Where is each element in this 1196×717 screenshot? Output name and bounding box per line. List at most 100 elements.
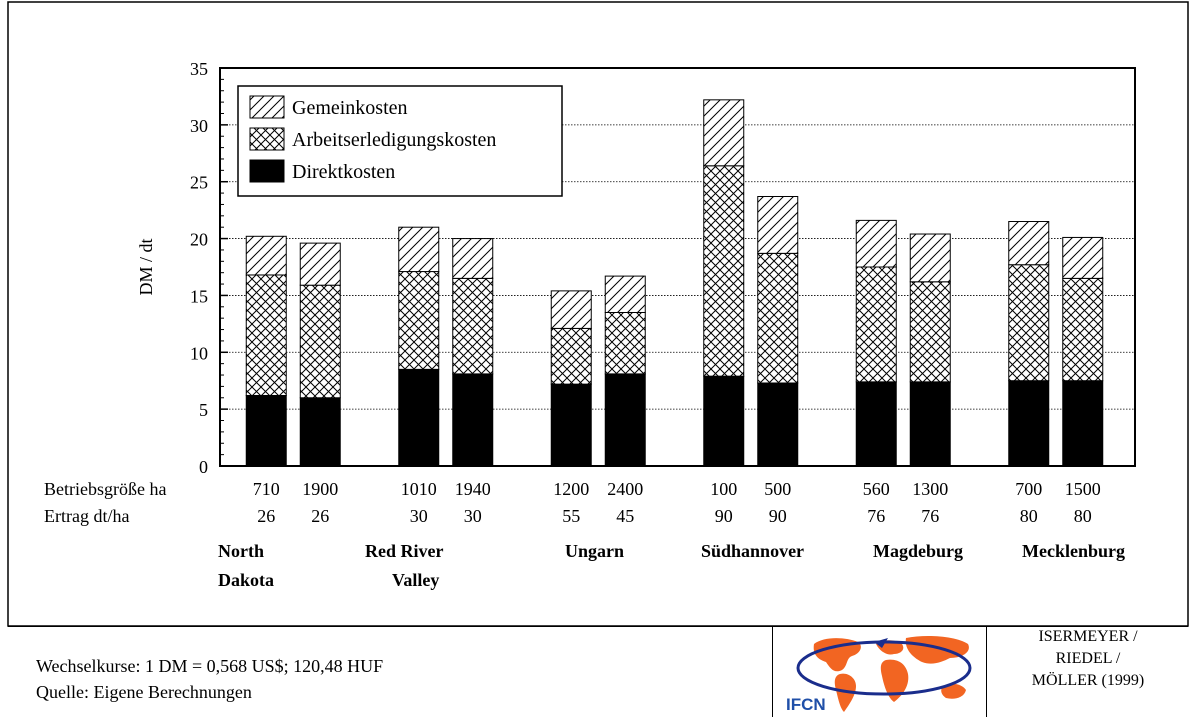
farm-size-label: 700: [1015, 479, 1042, 499]
legend: Gemeinkosten Arbeitserledigungskosten Dire…: [237, 85, 563, 197]
author-line-3: MÖLLER (1999): [1031, 672, 1145, 689]
bar-segment-direktkosten: [1008, 380, 1050, 467]
yield-label: 45: [616, 506, 634, 526]
bar-segment-arbeitserledigungskosten: [398, 271, 440, 370]
author-line-1: ISERMEYER /: [1038, 628, 1138, 645]
legend-box: [237, 85, 563, 197]
bar-segment-arbeitserledigungskosten: [245, 274, 287, 396]
bar-segment-gemeinkosten: [398, 226, 440, 273]
bar-segment-arbeitserledigungskosten: [909, 281, 951, 383]
bar-segment-direktkosten: [1062, 380, 1104, 467]
bar-segment-gemeinkosten: [909, 233, 951, 283]
footer-divider: [8, 626, 1188, 627]
region-label-line2: Valley: [392, 570, 439, 590]
farm-size-label: 710: [253, 479, 280, 499]
farm-size-label: 1900: [302, 479, 338, 499]
bar-segment-gemeinkosten: [245, 235, 287, 276]
row-label-farm-size: Betriebsgröße ha: [44, 479, 166, 499]
bar-segment-direktkosten: [604, 373, 646, 467]
region-label: Mecklenburg: [1022, 541, 1125, 561]
legend-entry: Arbeitserledigungskosten: [292, 129, 496, 151]
bar-segment-direktkosten: [550, 383, 592, 467]
bar-segment-arbeitserledigungskosten: [1062, 277, 1104, 382]
farm-size-label: 500: [764, 479, 791, 499]
yield-label: 76: [921, 506, 939, 526]
farm-size-label: 100: [710, 479, 737, 499]
legend-entry: Direktkosten: [292, 161, 395, 183]
bar-segment-gemeinkosten: [299, 242, 341, 286]
y-tick-label: 10: [190, 343, 208, 363]
bar-segment-arbeitserledigungskosten: [1008, 264, 1050, 382]
bar-segment-gemeinkosten: [855, 219, 897, 268]
bar-segment-direktkosten: [299, 397, 341, 467]
legend-swatch: [249, 159, 285, 183]
legend-swatch: [249, 127, 285, 151]
yield-label: 30: [410, 506, 428, 526]
farm-size-label: 1500: [1065, 479, 1101, 499]
farm-size-label: 1200: [553, 479, 589, 499]
bar-segment-direktkosten: [452, 373, 494, 467]
yield-label: 76: [867, 506, 885, 526]
bar-segment-direktkosten: [398, 368, 440, 467]
y-tick-label: 15: [190, 286, 208, 306]
y-tick-label: 20: [190, 230, 208, 250]
ifcn-logo: IFCN: [786, 636, 972, 714]
ifcn-logo-text: IFCN: [786, 695, 826, 714]
bar-segment-arbeitserledigungskosten: [299, 284, 341, 399]
legend-entry: Gemeinkosten: [292, 97, 408, 119]
bar-segment-direktkosten: [757, 382, 799, 467]
bar-segment-direktkosten: [909, 381, 951, 467]
y-tick-label: 5: [199, 400, 208, 420]
bar-segment-gemeinkosten: [1062, 236, 1104, 279]
yield-label: 80: [1074, 506, 1092, 526]
legend-swatch: [249, 95, 285, 119]
yield-label: 90: [769, 506, 787, 526]
y-tick-label: 30: [190, 116, 208, 136]
bar-segment-gemeinkosten: [1008, 221, 1050, 266]
row-label-yield: Ertrag dt/ha: [44, 506, 129, 526]
region-label: North: [218, 541, 264, 561]
exchange-rate-note: Wechselkurse: 1 DM = 0,568 US$; 120,48 H…: [36, 656, 384, 676]
y-tick-label: 35: [190, 59, 208, 79]
authors-block: ISERMEYER / RIEDEL / MÖLLER (1999): [988, 626, 1188, 692]
yield-label: 26: [311, 506, 329, 526]
yield-label: 90: [715, 506, 733, 526]
footer-separator-left: [772, 627, 773, 717]
bar-segment-arbeitserledigungskosten: [855, 266, 897, 383]
farm-size-label: 1010: [401, 479, 437, 499]
yield-label: 30: [464, 506, 482, 526]
region-label: Südhannover: [701, 541, 804, 561]
yield-label: 80: [1020, 506, 1038, 526]
yield-label: 26: [257, 506, 275, 526]
bar-segment-arbeitserledigungskosten: [604, 311, 646, 375]
bar-segment-gemeinkosten: [452, 238, 494, 279]
region-label: Magdeburg: [873, 541, 963, 561]
bar-segment-arbeitserledigungskosten: [757, 252, 799, 384]
bar-segment-direktkosten: [245, 394, 287, 467]
bar-segment-gemeinkosten: [703, 99, 745, 167]
orbit-arrow-icon: [874, 638, 888, 648]
farm-size-label: 1300: [912, 479, 948, 499]
bar-segment-gemeinkosten: [604, 275, 646, 313]
stacked-bar-chart: 0 5 10 15 20 25 30 35 710 26 1900 26 1010 30 1940 30 120…: [7, 1, 1189, 627]
region-label: Red River: [365, 541, 443, 561]
yield-label: 55: [562, 506, 580, 526]
y-tick-label: 0: [199, 457, 208, 477]
footer-separator-right: [986, 627, 987, 717]
source-note: Quelle: Eigene Berechnungen: [36, 682, 252, 702]
y-axis-label: DM / dt: [136, 238, 156, 295]
bar-segment-gemeinkosten: [757, 195, 799, 254]
farm-size-label: 1940: [455, 479, 491, 499]
bar-segment-arbeitserledigungskosten: [703, 165, 745, 377]
region-label: Ungarn: [565, 541, 624, 561]
author-line-2: RIEDEL /: [1055, 650, 1121, 667]
bar-segment-arbeitserledigungskosten: [550, 327, 592, 385]
farm-size-label: 560: [863, 479, 890, 499]
bar-segment-arbeitserledigungskosten: [452, 277, 494, 375]
region-label-line2: Dakota: [218, 570, 274, 590]
world-map-icon: [813, 636, 969, 712]
bar-segment-gemeinkosten: [550, 290, 592, 329]
plot-frame: [219, 67, 1136, 467]
farm-size-label: 2400: [607, 479, 643, 499]
bar-segment-direktkosten: [703, 375, 745, 467]
